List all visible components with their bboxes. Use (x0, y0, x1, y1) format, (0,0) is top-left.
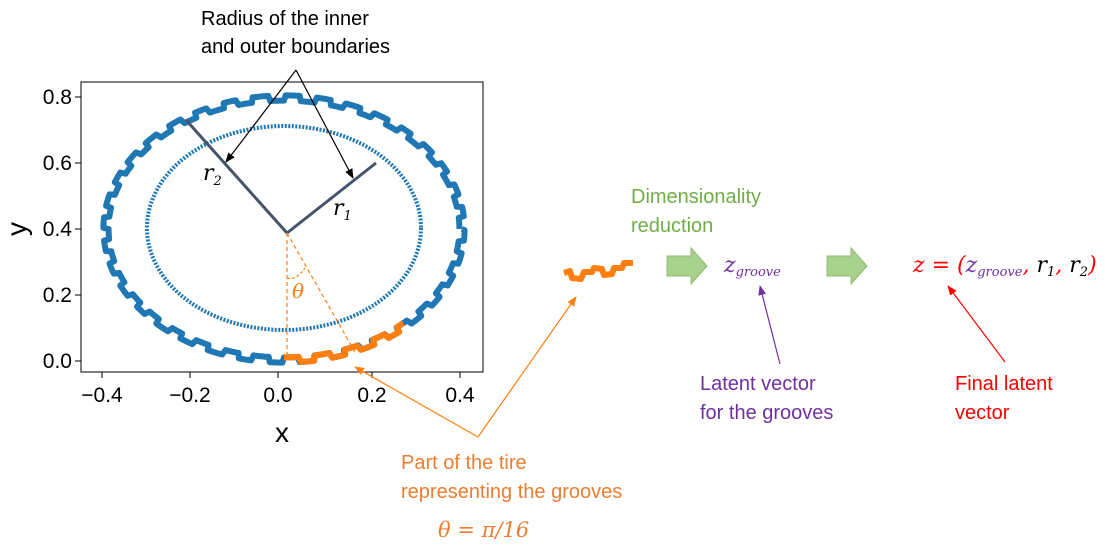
dimensionality-reduction-line2: reduction (631, 215, 713, 237)
isolated-groove-piece (563, 260, 633, 282)
x-ticks (101, 372, 461, 378)
grooves-callout-arrow (354, 366, 479, 438)
final-latent-line2: vector (955, 402, 1010, 424)
final-z-equation: z = (zgroove, r1, r2) (912, 253, 1097, 280)
radius-callout-arrow (225, 69, 297, 163)
radius-callout-arrow (295, 69, 354, 179)
r1-label: r1 (333, 196, 352, 224)
block-arrow-1 (666, 246, 708, 286)
grooves-note-line2: representing the grooves (401, 481, 622, 503)
x-tick-label: 0.2 (357, 384, 386, 407)
r2-label: r2 (203, 161, 222, 189)
y-tick-label: 0.0 (43, 350, 72, 373)
y-ticks (75, 96, 81, 362)
y-tick-labels: 0.8 0.6 0.4 0.2 0.0 (43, 86, 73, 373)
y-axis-label: y (1, 222, 32, 236)
theta-equation: θ = π/16 (438, 518, 529, 542)
radius-r1-line (286, 161, 377, 235)
theta-angled-line (286, 232, 356, 353)
grooves-callout-arrow (477, 296, 577, 438)
y-tick-label: 0.8 (43, 86, 72, 109)
x-tick-label: 0.0 (263, 384, 292, 407)
dimensionality-reduction-line1: Dimensionality (631, 186, 761, 208)
block-arrow-2 (826, 246, 868, 286)
theta-label: θ (292, 279, 304, 303)
x-tick-labels: −0.4 −0.2 0.0 0.2 0.4 (81, 384, 475, 407)
y-tick-label: 0.4 (43, 218, 73, 241)
latent-vector-line1: Latent vector (700, 373, 816, 395)
y-tick-label: 0.2 (43, 284, 72, 307)
final-latent-callout-arrow (947, 285, 1006, 363)
x-tick-label: −0.2 (169, 384, 210, 407)
latent-vector-callout-arrow (758, 285, 781, 365)
x-tick-label: −0.4 (81, 384, 123, 407)
theta-arc (286, 267, 306, 280)
groove-segment (282, 320, 406, 365)
latent-vector-line2: for the grooves (700, 402, 833, 424)
y-tick-label: 0.6 (43, 152, 72, 175)
final-latent-line1: Final latent (955, 373, 1053, 395)
radius-r2-line (184, 119, 289, 234)
radius-note-line1: Radius of the inner (201, 8, 369, 30)
x-tick-label: 0.4 (445, 384, 475, 407)
z-groove-label: zgroove (723, 253, 781, 280)
radius-note-line2: and outer boundaries (201, 36, 390, 58)
grooves-note-line1: Part of the tire (401, 452, 527, 474)
x-axis-label: x (275, 417, 289, 448)
